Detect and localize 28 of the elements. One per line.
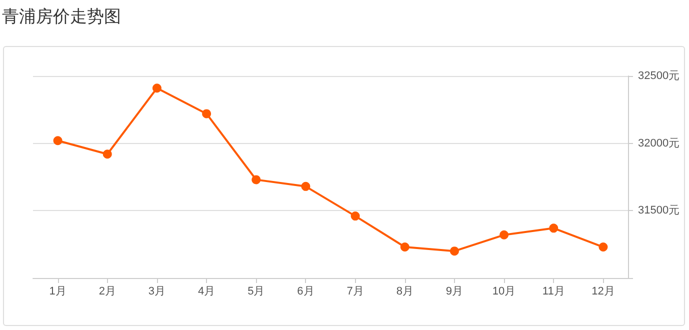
x-tick-label: 11月 [542, 286, 565, 298]
point [549, 224, 558, 233]
point [252, 175, 261, 184]
x-tick-label: 2月 [98, 286, 116, 298]
x-tick-label: 4月 [198, 286, 216, 298]
y-tick-label: 32000元 [638, 137, 680, 150]
x-tick-label: 6月 [297, 286, 314, 298]
y-tick-label: 31500元 [638, 204, 680, 217]
x-tick-label: 7月 [346, 286, 364, 298]
x-tick-label: 8月 [396, 286, 414, 298]
point [152, 84, 162, 93]
point [53, 136, 62, 146]
point [202, 109, 212, 118]
point [450, 246, 459, 256]
x-tick-label: 1月 [49, 286, 66, 298]
point [102, 150, 112, 159]
chart-title: 青浦房价走势图 [2, 6, 121, 28]
point [500, 230, 509, 240]
x-tick-label: 9月 [446, 286, 464, 298]
x-tick-label: 5月 [248, 286, 265, 298]
x-tick-label: 3月 [148, 286, 166, 298]
point [400, 242, 410, 252]
point [598, 242, 608, 252]
y-tick-label: 32500元 [638, 70, 680, 82]
point [301, 182, 310, 191]
x-tick-label: 12月 [592, 286, 615, 298]
point [350, 212, 360, 221]
x-tick-label: 10月 [492, 286, 516, 298]
